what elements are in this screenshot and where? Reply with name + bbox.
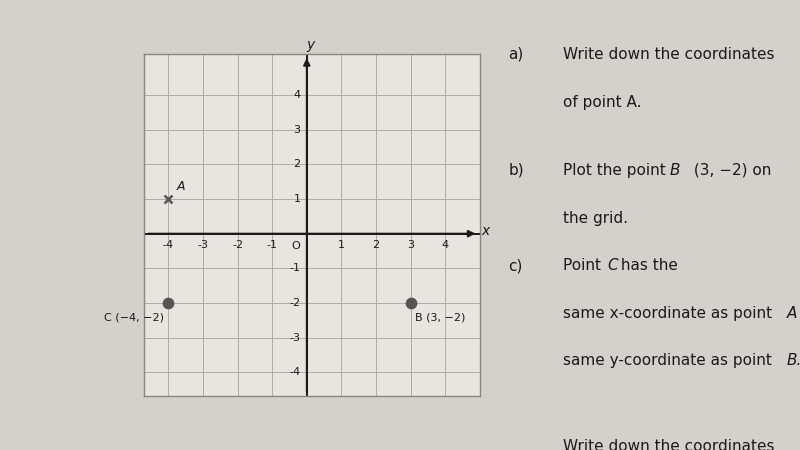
Text: -2: -2 <box>290 298 301 308</box>
Point <box>162 299 174 306</box>
Text: -1: -1 <box>266 240 278 250</box>
Text: C (−4, −2): C (−4, −2) <box>104 313 164 323</box>
Text: a): a) <box>508 47 523 62</box>
Text: A: A <box>786 306 797 321</box>
Point <box>404 299 417 306</box>
Text: Plot the point: Plot the point <box>563 163 670 178</box>
Text: (3, −2) on: (3, −2) on <box>689 163 771 178</box>
Text: -3: -3 <box>290 333 301 342</box>
Text: the grid.: the grid. <box>563 211 628 225</box>
Text: 1: 1 <box>338 240 345 250</box>
Text: B (3, −2): B (3, −2) <box>415 313 466 323</box>
Text: -1: -1 <box>290 263 301 273</box>
Text: 4: 4 <box>294 90 301 100</box>
Text: A: A <box>177 180 186 193</box>
Text: 2: 2 <box>294 159 301 169</box>
Text: b): b) <box>508 163 524 178</box>
Text: same y-coordinate as point: same y-coordinate as point <box>563 353 777 369</box>
Text: Write down the coordinates: Write down the coordinates <box>563 439 774 450</box>
Text: 3: 3 <box>407 240 414 250</box>
Text: 4: 4 <box>442 240 449 250</box>
Text: y: y <box>307 38 315 52</box>
Text: B: B <box>670 163 680 178</box>
Text: c): c) <box>508 258 522 273</box>
Text: of point A.: of point A. <box>563 94 642 110</box>
Text: -4: -4 <box>162 240 174 250</box>
Text: C: C <box>607 258 618 273</box>
Text: B.: B. <box>786 353 800 369</box>
Text: -2: -2 <box>232 240 243 250</box>
Text: x: x <box>482 224 490 238</box>
Text: same x-coordinate as point: same x-coordinate as point <box>563 306 777 321</box>
Text: Write down the coordinates: Write down the coordinates <box>563 47 774 62</box>
Text: 1: 1 <box>294 194 301 204</box>
Text: 2: 2 <box>373 240 380 250</box>
Text: has the: has the <box>616 258 678 273</box>
Text: -3: -3 <box>198 240 208 250</box>
Text: O: O <box>292 241 301 251</box>
Text: 3: 3 <box>294 125 301 135</box>
Text: Point: Point <box>563 258 606 273</box>
Text: -4: -4 <box>290 367 301 377</box>
